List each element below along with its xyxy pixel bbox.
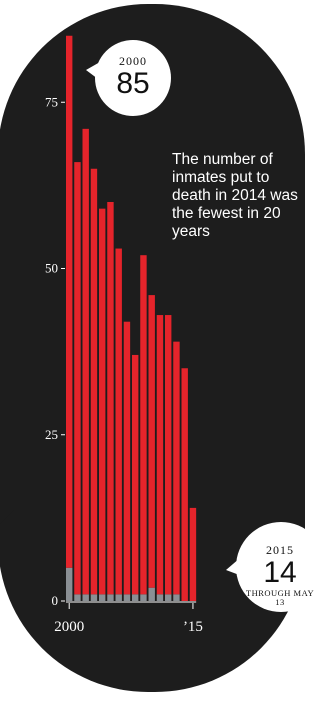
x-axis: 2000 ’15 <box>54 601 203 635</box>
bar-segment-secondary-2011 <box>156 594 164 601</box>
y-tick-label: 25 <box>45 427 58 442</box>
chart-annotation: The number of inmates put to death in 20… <box>172 151 298 240</box>
bar-segment-secondary-2009 <box>140 594 147 601</box>
bar-segment-secondary-2001 <box>74 594 81 601</box>
bar-segment-primary-2011 <box>156 315 164 595</box>
bar-segment-secondary-2004 <box>99 594 106 601</box>
bar-segment-primary-2014 <box>181 368 188 601</box>
callout-2015-pointer <box>226 558 242 576</box>
bar-segment-primary-2007 <box>123 321 131 595</box>
callout-2000-pointer <box>86 62 102 82</box>
callout-2000-value: 85 <box>116 67 150 100</box>
bar-segment-primary-2008 <box>132 354 139 595</box>
callout-2015-bubble <box>236 522 326 612</box>
bars <box>66 35 197 601</box>
callout-2000-year: 2000 <box>119 54 147 68</box>
y-tick-label: 0 <box>52 593 59 608</box>
bar-segment-secondary-2012 <box>165 594 172 601</box>
bar-segment-secondary-2003 <box>90 594 98 601</box>
bar-segment-primary-2006 <box>115 248 122 595</box>
bar-segment-primary-2010 <box>148 295 155 588</box>
callout-2015: 2015 14 THROUGH MAY 13 <box>243 543 317 607</box>
y-tick-label: 75 <box>45 94 58 109</box>
x-tick-label: ’15 <box>183 619 203 635</box>
bar-segment-primary-2001 <box>74 162 81 595</box>
callout-2015-year: 2015 <box>266 543 294 557</box>
bar-segment-secondary-2000 <box>66 567 73 601</box>
bar-segment-secondary-2010 <box>148 587 155 601</box>
bar-segment-primary-2013 <box>173 341 180 595</box>
callout-2000: 2000 85 <box>97 54 169 100</box>
callout-2015-value: 14 <box>263 556 297 589</box>
callout-2000-bubble <box>95 40 171 116</box>
bar-segment-secondary-2006 <box>115 594 122 601</box>
bar-segment-secondary-2002 <box>82 594 89 601</box>
bar-segment-secondary-2013 <box>173 594 180 601</box>
bar-segment-secondary-2005 <box>107 594 114 601</box>
bar-segment-primary-2004 <box>99 208 106 595</box>
bar-segment-primary-2009 <box>140 255 147 595</box>
bar-segment-primary-2012 <box>165 315 172 595</box>
bar-segment-secondary-2008 <box>132 594 139 601</box>
bar-segment-primary-2005 <box>107 202 114 595</box>
bar-segment-primary-2000 <box>66 35 73 568</box>
bar-segment-primary-2015 <box>189 507 197 601</box>
callout-2015-note: THROUGH MAY 13 <box>245 588 315 607</box>
bar-segment-secondary-2007 <box>123 594 131 601</box>
y-tick-label: 50 <box>45 261 58 276</box>
background-notch <box>0 448 14 524</box>
bar-segment-primary-2003 <box>90 168 98 595</box>
y-axis: 0 25 50 75 <box>45 94 65 608</box>
bar-segment-primary-2002 <box>82 128 89 595</box>
x-tick-label: 2000 <box>54 619 84 635</box>
